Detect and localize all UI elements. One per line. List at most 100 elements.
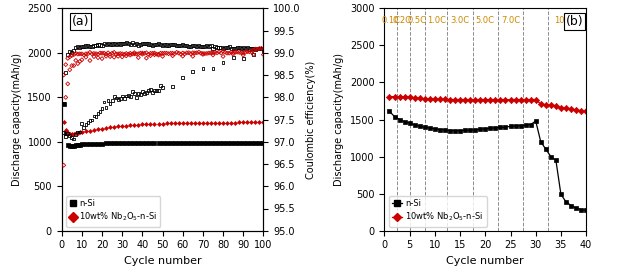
Point [178,54,188,58]
Point [190,51,200,55]
Point [69,52,79,57]
Point [131,96,141,100]
Text: 10.0C: 10.0C [554,16,578,25]
Y-axis label: Coulombic efficiency(%): Coulombic efficiency(%) [306,60,316,179]
Point [101,126,111,130]
Point [93,142,103,146]
Point [114,97,123,102]
Point [157,51,167,56]
Point [249,48,259,52]
Point [105,43,115,47]
Point [157,141,167,145]
Point [204,51,214,55]
Text: 1.0C: 1.0C [426,16,445,25]
Point [125,123,135,127]
Point [141,90,151,95]
Point [138,122,147,126]
Point [216,51,226,55]
Point [190,121,200,125]
Point [85,50,95,54]
Point [93,111,103,116]
Point [249,52,259,56]
Point [73,61,83,66]
Point [123,52,133,56]
Point [190,43,200,47]
Point [105,101,115,106]
Point [138,141,147,145]
Point [196,51,206,55]
Point [228,46,238,51]
Point [109,55,119,59]
Point [122,51,131,56]
Point [141,141,151,145]
Point [97,51,107,55]
Point [75,130,85,135]
Point [178,121,188,125]
Point [234,120,244,125]
Point [133,55,143,60]
Point [228,52,238,56]
Point [71,131,81,136]
Point [259,46,268,51]
Point [188,51,198,55]
Point [254,46,264,51]
Point [198,141,208,145]
Point [170,42,180,47]
Point [182,141,192,145]
Point [146,42,155,46]
Point [101,52,111,56]
Point [170,141,180,145]
Point [168,51,178,55]
Point [119,96,129,100]
Point [157,44,167,48]
Point [218,60,228,65]
Point [109,125,119,129]
Point [174,121,184,125]
Point [71,58,81,63]
Point [81,52,91,56]
Point [180,44,189,48]
Point [144,42,154,46]
Point [83,43,93,47]
Point [178,43,188,47]
Legend: n-Si, 10wt% Nb$_2$O$_5$-n-Si: n-Si, 10wt% Nb$_2$O$_5$-n-Si [66,196,160,227]
Point [141,51,151,55]
Point [194,43,204,48]
Point [63,82,73,86]
Point [63,56,73,61]
Point [127,52,137,56]
Point [65,133,75,138]
Point [208,67,218,71]
Point [95,51,105,55]
Point [105,141,115,146]
Point [182,51,192,55]
Point [166,121,176,126]
Point [114,54,123,58]
Point [232,45,242,49]
Point [232,50,242,54]
Point [75,130,85,134]
Point [89,51,99,56]
Point [91,114,101,119]
Point [122,40,131,44]
Point [230,50,240,54]
Point [125,53,135,57]
Point [176,43,186,47]
Point [101,54,111,58]
Point [222,120,232,125]
Point [202,141,212,145]
Point [97,126,107,131]
Point [238,56,248,61]
Point [130,141,139,145]
Point [178,141,188,145]
Point [192,44,202,48]
Point [170,51,180,56]
Point [138,41,147,46]
Point [147,43,157,47]
Point [63,143,73,148]
Point [242,49,252,54]
Point [155,42,165,46]
Point [162,51,172,55]
Point [65,49,75,54]
Point [67,143,77,148]
